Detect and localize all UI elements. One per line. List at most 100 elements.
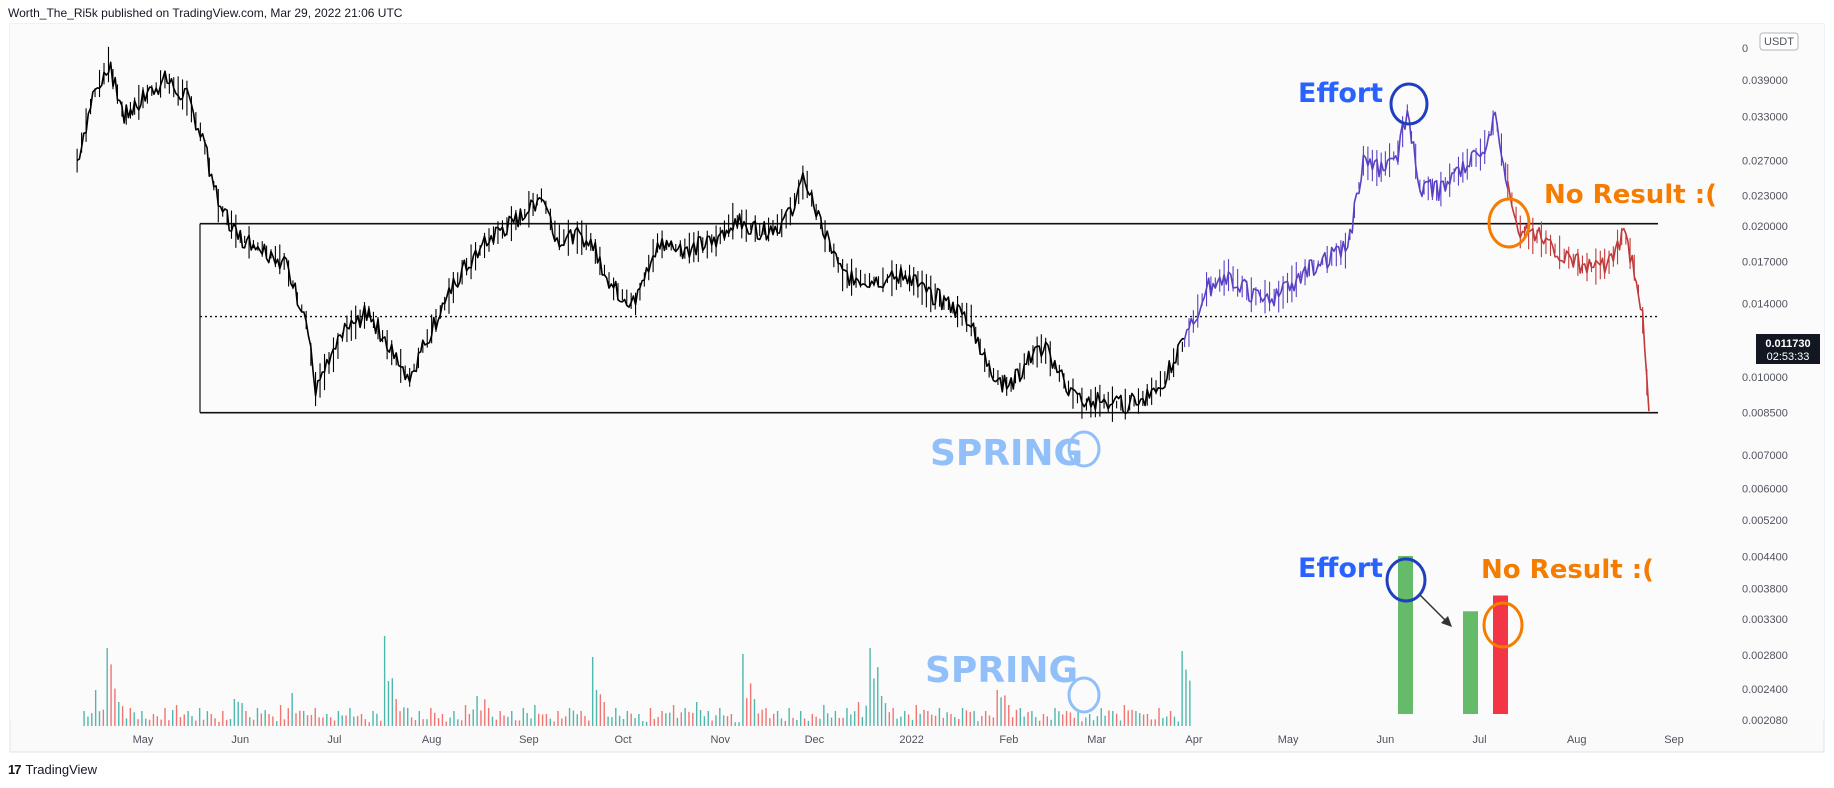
price-chart[interactable]: 0.039000 0.033000 0.027000 0.023000 0.020000…: [0, 0, 1834, 760]
projection-volume-bar-middle: [1463, 611, 1478, 714]
volume-bar: [514, 720, 517, 726]
volume-bar: [892, 708, 894, 726]
currency-badge[interactable]: USDT: [1764, 36, 1794, 48]
volume-bar: [1169, 711, 1172, 726]
volume-bar: [360, 714, 363, 726]
volume-bar: [1008, 705, 1010, 726]
publish-info: Worth_The_Ri5k published on TradingView.…: [8, 6, 403, 20]
volume-bar: [873, 678, 875, 726]
volume-bar: [595, 689, 598, 726]
volume-bar: [380, 720, 382, 726]
volume-bar: [561, 718, 563, 726]
price-tick-label: 0.006000: [1742, 484, 1788, 496]
volume-bar: [518, 720, 521, 726]
volume-bar: [815, 716, 817, 726]
volume-bar: [788, 708, 790, 726]
volume-bar: [414, 719, 417, 726]
volume-bar: [761, 709, 763, 726]
volume-bar: [114, 688, 116, 726]
tradingview-brand: TradingView: [25, 762, 98, 777]
time-tick-label: May: [1278, 734, 1299, 746]
volume-bar: [957, 718, 960, 726]
volume-bar: [557, 711, 559, 726]
volume-bar: [507, 716, 509, 726]
volume-bar: [172, 710, 174, 726]
volume-bar: [1050, 719, 1052, 726]
volume-bar: [780, 718, 783, 726]
volume-bar: [665, 713, 667, 726]
price-tick-label: 0.008500: [1742, 408, 1788, 420]
volume-bar: [661, 711, 663, 726]
volume-bar: [303, 711, 305, 726]
time-tick-label: Feb: [999, 734, 1018, 746]
volume-bar: [283, 719, 286, 726]
time-tick-label: Sep: [519, 734, 539, 746]
volume-bar: [364, 719, 367, 726]
time-tick-label: May: [133, 734, 154, 746]
volume-bar: [676, 717, 679, 726]
volume-bar: [156, 716, 158, 726]
volume-bar: [1115, 713, 1118, 726]
volume-bar: [437, 718, 440, 726]
tradingview-logo-icon: 17: [8, 762, 22, 777]
volume-bar: [776, 711, 779, 726]
volume-bar: [430, 708, 432, 726]
volume-bar: [1088, 714, 1091, 726]
volume-bar: [310, 714, 313, 726]
volume-bar: [942, 717, 944, 726]
volume-bar: [842, 717, 844, 726]
volume-bar: [372, 711, 374, 726]
projection-down-series: [1506, 164, 1650, 412]
volume-bar: [784, 720, 787, 726]
volume-bar: [749, 683, 752, 726]
time-tick-label: Mar: [1087, 734, 1106, 746]
volume-bar: [314, 708, 316, 726]
volume-bar: [1085, 717, 1087, 726]
volume-bar: [175, 705, 178, 726]
time-axis[interactable]: May Jun Jul Aug Sep Oct Nov Dec 2022 Feb Mar Apr May…: [133, 734, 1684, 746]
volume-bar: [591, 657, 594, 726]
volume-bar: [487, 708, 490, 726]
volume-bar: [1185, 669, 1187, 726]
volume-bar: [1027, 712, 1029, 726]
price-tick-label: 0.033000: [1742, 111, 1788, 123]
time-tick-label: Apr: [1185, 734, 1202, 746]
volume-bar: [141, 711, 143, 726]
volume-bar: [865, 705, 867, 726]
volume-bar: [880, 696, 883, 726]
volume-bar: [996, 690, 998, 726]
volume-bar: [391, 678, 394, 726]
volume-bar: [341, 715, 343, 726]
volume-bar: [329, 717, 332, 726]
volume-bar: [934, 715, 937, 726]
volume-bar: [407, 708, 409, 726]
volume-bar: [472, 709, 474, 726]
volume-bar: [445, 721, 447, 726]
horizontal-levels: [199, 222, 1658, 414]
volume-bar: [337, 711, 340, 726]
currency-badge-box[interactable]: [1759, 32, 1799, 51]
volume-bar: [927, 711, 929, 726]
volume-bar: [981, 715, 983, 726]
volume-bar: [611, 717, 613, 726]
volume-bar: [888, 712, 891, 726]
countdown-label: 02:53:33: [1767, 351, 1810, 363]
volume-bar: [522, 708, 525, 726]
volume-bar: [441, 714, 444, 726]
volume-bar: [83, 711, 85, 726]
price-axis-top-label: 0: [1742, 43, 1748, 55]
volume-bar: [838, 717, 840, 726]
volume-bar: [410, 717, 413, 726]
price-axis[interactable]: 0.039000 0.033000 0.027000 0.023000 0.020000…: [1742, 75, 1788, 727]
volume-bar: [164, 708, 166, 726]
volume-bar: [233, 699, 236, 726]
tradingview-footer[interactable]: 17 TradingView: [8, 762, 97, 777]
volume-bar: [1119, 720, 1122, 726]
volume-bar: [326, 714, 328, 726]
volume-bar: [954, 717, 956, 726]
volume-bar: [306, 715, 309, 726]
volume-bar: [753, 699, 756, 726]
time-tick-label: Jul: [1472, 734, 1486, 746]
price-tick-label: 0.007000: [1742, 450, 1788, 462]
volume-bar: [1081, 721, 1083, 726]
